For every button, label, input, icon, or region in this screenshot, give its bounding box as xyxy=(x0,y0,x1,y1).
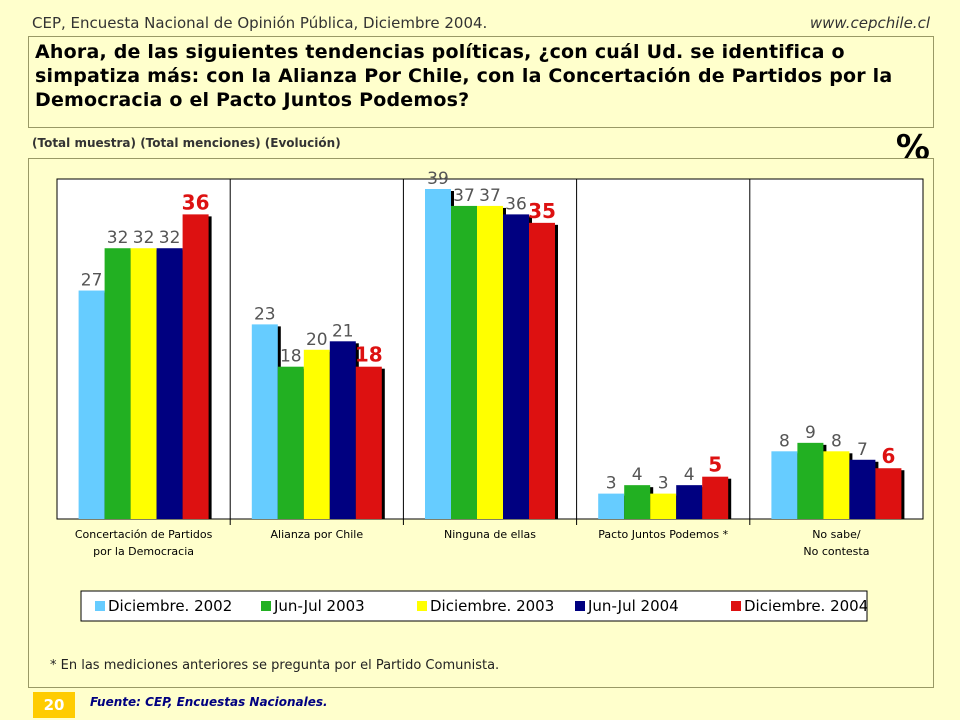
legend-swatch xyxy=(95,601,105,611)
data-label: 32 xyxy=(107,228,129,248)
data-label: 32 xyxy=(159,228,181,248)
legend-label: Diciembre. 2002 xyxy=(108,597,232,615)
footnote: * En las mediciones anteriores se pregun… xyxy=(50,658,500,673)
chart-panel: 27 32 32 32 36 Concertación de Partidos por la… xyxy=(28,158,934,688)
data-label: 18 xyxy=(280,347,302,367)
data-label: 37 xyxy=(453,186,475,206)
data-label: 36 xyxy=(182,190,210,214)
bar-5-cat-2 xyxy=(355,366,382,519)
data-label: 4 xyxy=(684,465,695,485)
bar-2-cat-3 xyxy=(451,205,477,519)
bar-1-cat-5 xyxy=(771,451,798,519)
category-label: por la Democracia xyxy=(93,545,194,558)
bar-3-cat-1 xyxy=(130,248,157,519)
bar-3-cat-3 xyxy=(477,205,503,519)
data-label: 4 xyxy=(632,465,643,485)
page-number: 20 xyxy=(33,692,75,718)
question-text: Ahora, de las siguientes tendencias polí… xyxy=(28,36,934,128)
legend-swatch xyxy=(731,601,741,611)
legend-swatch xyxy=(417,601,427,611)
bar-1-cat-4 xyxy=(598,493,625,519)
data-label: 18 xyxy=(355,343,383,367)
data-label: 27 xyxy=(81,271,103,291)
bar-1-cat-1 xyxy=(78,290,105,519)
data-label: 9 xyxy=(805,423,816,443)
data-label: 21 xyxy=(332,321,354,341)
data-label: 36 xyxy=(505,194,527,214)
source-note: Fuente: CEP, Encuestas Nacionales. xyxy=(90,695,328,709)
legend-label: Jun-Jul 2004 xyxy=(587,597,679,615)
bar-4-cat-4 xyxy=(676,485,703,519)
bar-2-cat-4 xyxy=(624,485,651,519)
bar-5-cat-4 xyxy=(702,476,729,519)
bar-4-cat-2 xyxy=(329,341,356,519)
data-label: 8 xyxy=(831,431,842,451)
legend-swatch xyxy=(575,601,585,611)
header-website: www.cepchile.cl xyxy=(809,14,930,32)
bar-3-cat-4 xyxy=(650,493,677,519)
data-label: 7 xyxy=(857,440,868,460)
data-label: 3 xyxy=(658,474,669,494)
bar-2-cat-1 xyxy=(104,248,131,519)
data-label: 6 xyxy=(881,444,895,468)
data-label: 35 xyxy=(528,199,556,223)
data-label: 20 xyxy=(306,330,328,350)
data-label: 5 xyxy=(708,453,722,477)
chart-subtitle: (Total muestra) (Total menciones) (Evolu… xyxy=(32,136,341,150)
data-label: 39 xyxy=(427,169,449,189)
bar-1-cat-3 xyxy=(425,189,451,519)
category-label: No sabe/ xyxy=(812,528,861,541)
bar-4-cat-5 xyxy=(849,459,876,519)
category-label: Pacto Juntos Podemos * xyxy=(598,528,728,541)
category-label: No contesta xyxy=(803,545,869,558)
legend-label: Diciembre. 2003 xyxy=(430,597,554,615)
data-label: 3 xyxy=(606,474,617,494)
bar-5-cat-5 xyxy=(875,468,902,519)
bar-3-cat-5 xyxy=(823,451,850,519)
category-label: Alianza por Chile xyxy=(270,528,363,541)
legend-label: Diciembre. 2004 xyxy=(744,597,868,615)
data-label: 8 xyxy=(779,431,790,451)
header-survey-title: CEP, Encuesta Nacional de Opinión Públic… xyxy=(32,14,488,32)
data-label: 23 xyxy=(254,304,276,324)
bar-3-cat-2 xyxy=(303,349,330,519)
bar-5-cat-3 xyxy=(529,222,555,519)
category-label: Concertación de Partidos xyxy=(75,528,213,541)
bar-2-cat-2 xyxy=(277,366,304,519)
category-label: Ninguna de ellas xyxy=(444,528,536,541)
data-label: 37 xyxy=(479,186,501,206)
bar-2-cat-5 xyxy=(797,442,824,519)
legend-swatch xyxy=(261,601,271,611)
bar-4-cat-1 xyxy=(156,248,183,519)
legend-label: Jun-Jul 2003 xyxy=(273,597,365,615)
bar-1-cat-2 xyxy=(251,324,278,519)
data-label: 32 xyxy=(133,228,155,248)
bar-5-cat-1 xyxy=(182,214,209,519)
bar-4-cat-3 xyxy=(503,214,529,519)
